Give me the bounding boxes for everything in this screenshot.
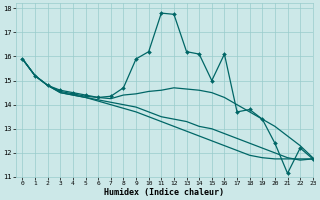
X-axis label: Humidex (Indice chaleur): Humidex (Indice chaleur) — [104, 188, 224, 197]
